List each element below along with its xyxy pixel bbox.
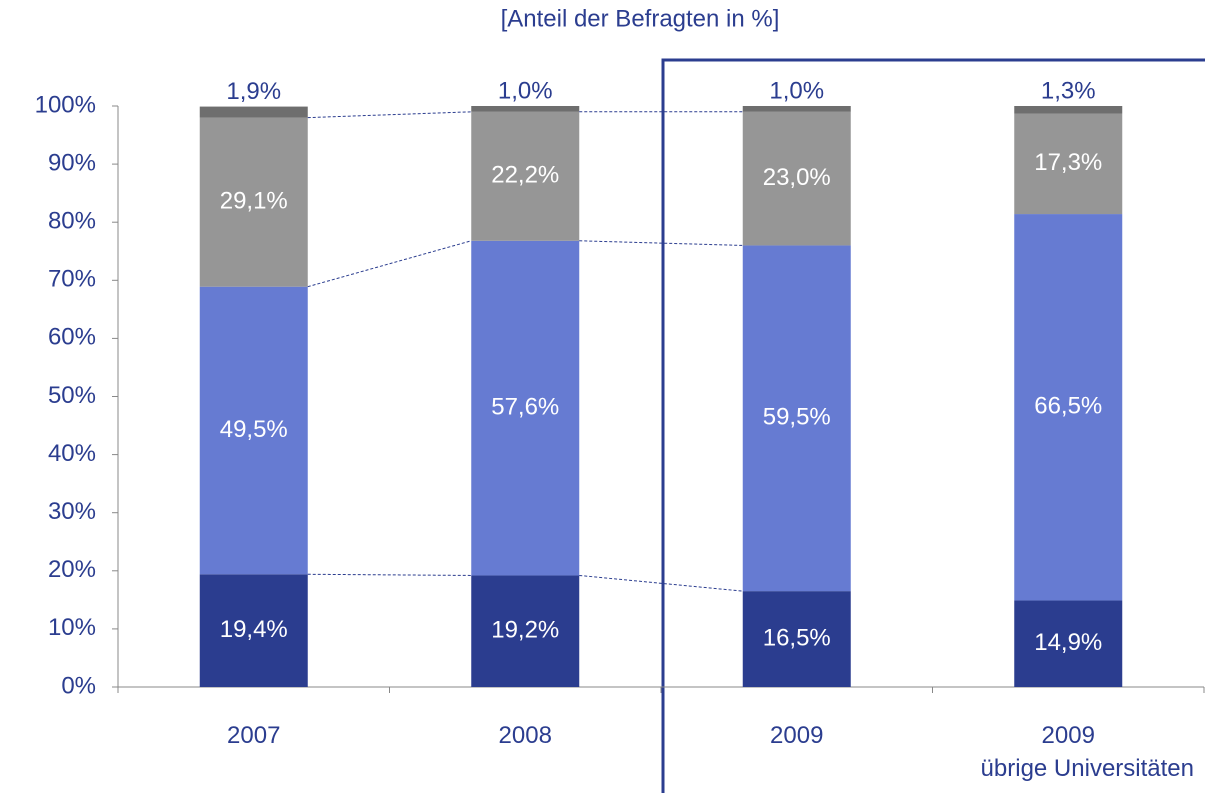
x-tick-label: 2009 xyxy=(770,722,823,749)
chart-title: [Anteil der Befragten in %] xyxy=(501,5,780,32)
bar-segment xyxy=(742,106,851,112)
bar-segment xyxy=(1014,106,1123,114)
bar-segment xyxy=(199,117,308,287)
data-label: 29,1% xyxy=(220,187,288,214)
bar-segment xyxy=(471,106,580,112)
data-label: 14,9% xyxy=(1034,629,1102,656)
data-label: 1,0% xyxy=(498,77,553,104)
y-tick-label: 60% xyxy=(48,324,96,351)
bar-segment xyxy=(471,575,580,687)
connector xyxy=(307,240,472,288)
y-tick-label: 80% xyxy=(48,208,96,235)
bar-segment xyxy=(1014,600,1123,687)
bar-segment xyxy=(199,106,308,118)
data-label: 17,3% xyxy=(1034,149,1102,176)
data-label: 1,0% xyxy=(769,77,824,104)
connector xyxy=(307,573,472,576)
y-tick-label: 0% xyxy=(61,672,96,699)
data-label: 19,4% xyxy=(220,616,288,643)
y-tick-label: 100% xyxy=(35,91,96,118)
bar-segment xyxy=(199,286,308,575)
y-tick-label: 30% xyxy=(48,498,96,525)
data-label: 66,5% xyxy=(1034,393,1102,420)
y-tick-label: 50% xyxy=(48,382,96,409)
x-tick-label-line: übrige Universitäten xyxy=(981,755,1194,782)
bar-segment xyxy=(471,240,580,576)
x-tick-label: 2007 xyxy=(227,722,280,749)
data-label: 23,0% xyxy=(763,164,831,191)
data-label: 22,2% xyxy=(491,162,559,189)
data-label: 59,5% xyxy=(763,404,831,431)
bar-segment xyxy=(199,574,308,687)
x-tick-label-line: 2008 xyxy=(499,722,552,749)
bar-segment xyxy=(742,591,851,687)
x-tick-label-line: 2009 xyxy=(1042,722,1095,749)
y-tick-label: 90% xyxy=(48,149,96,176)
data-label: 1,9% xyxy=(226,78,281,105)
x-tick-label: 2008 xyxy=(499,722,552,749)
connector xyxy=(579,240,743,246)
y-tick-label: 10% xyxy=(48,614,96,641)
data-label: 16,5% xyxy=(763,624,831,651)
bar-segment xyxy=(742,111,851,246)
data-label: 19,2% xyxy=(491,617,559,644)
highlight-frame xyxy=(661,58,1205,793)
x-tick-label-line: 2007 xyxy=(227,722,280,749)
bar-segment xyxy=(742,245,851,592)
data-label: 57,6% xyxy=(491,393,559,420)
bar-segment xyxy=(471,111,580,241)
bar-segment xyxy=(1014,214,1123,601)
connector xyxy=(579,574,743,592)
bar-segment xyxy=(1014,113,1123,215)
data-label: 1,3% xyxy=(1041,77,1096,104)
y-tick-label: 20% xyxy=(48,556,96,583)
x-tick-label-line: 2009 xyxy=(770,722,823,749)
x-tick-label: 2009 übrige Universitäten xyxy=(981,722,1194,782)
y-tick-label: 40% xyxy=(48,440,96,467)
connector xyxy=(307,111,472,119)
y-tick-label: 70% xyxy=(48,266,96,293)
data-label: 49,5% xyxy=(220,416,288,443)
